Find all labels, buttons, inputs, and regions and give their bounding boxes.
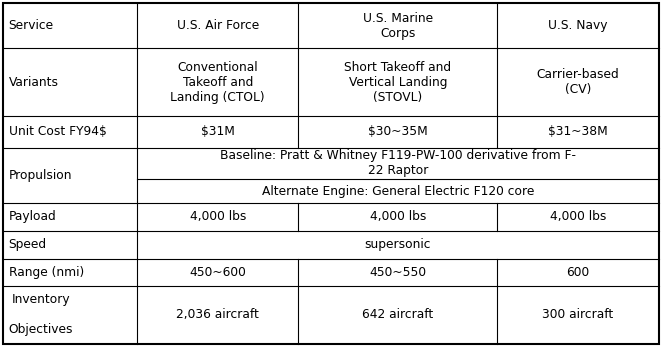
Text: Conventional
Takeoff and
Landing (CTOL): Conventional Takeoff and Landing (CTOL) bbox=[170, 60, 265, 103]
Text: Variants: Variants bbox=[9, 76, 59, 88]
Text: Speed: Speed bbox=[9, 238, 47, 251]
Text: 300 aircraft: 300 aircraft bbox=[542, 308, 614, 321]
Text: $30~35M: $30~35M bbox=[368, 125, 428, 138]
Text: Carrier-based
(CV): Carrier-based (CV) bbox=[537, 68, 620, 96]
Text: $31~38M: $31~38M bbox=[548, 125, 608, 138]
Text: 4,000 lbs: 4,000 lbs bbox=[189, 210, 246, 223]
Text: U.S. Marine
Corps: U.S. Marine Corps bbox=[363, 12, 433, 40]
Text: Service: Service bbox=[9, 19, 54, 32]
Text: supersonic: supersonic bbox=[365, 238, 431, 251]
Text: 450~550: 450~550 bbox=[369, 266, 426, 279]
Text: Inventory

Objectives: Inventory Objectives bbox=[9, 293, 73, 336]
Text: 450~600: 450~600 bbox=[189, 266, 246, 279]
Text: U.S. Air Force: U.S. Air Force bbox=[177, 19, 259, 32]
Text: Alternate Engine: General Electric F120 core: Alternate Engine: General Electric F120 … bbox=[261, 185, 534, 197]
Text: 2,036 aircraft: 2,036 aircraft bbox=[176, 308, 260, 321]
Text: U.S. Navy: U.S. Navy bbox=[548, 19, 608, 32]
Text: 4,000 lbs: 4,000 lbs bbox=[550, 210, 606, 223]
Text: 642 aircraft: 642 aircraft bbox=[362, 308, 434, 321]
Text: 4,000 lbs: 4,000 lbs bbox=[369, 210, 426, 223]
Text: $31M: $31M bbox=[201, 125, 235, 138]
Text: Propulsion: Propulsion bbox=[9, 169, 72, 182]
Text: Unit Cost FY94$: Unit Cost FY94$ bbox=[9, 125, 107, 138]
Text: Payload: Payload bbox=[9, 210, 56, 223]
Text: Short Takeoff and
Vertical Landing
(STOVL): Short Takeoff and Vertical Landing (STOV… bbox=[344, 60, 451, 103]
Text: Baseline: Pratt & Whitney F119-PW-100 derivative from F-
22 Raptor: Baseline: Pratt & Whitney F119-PW-100 de… bbox=[220, 149, 576, 177]
Text: Range (nmi): Range (nmi) bbox=[9, 266, 84, 279]
Text: 600: 600 bbox=[567, 266, 590, 279]
